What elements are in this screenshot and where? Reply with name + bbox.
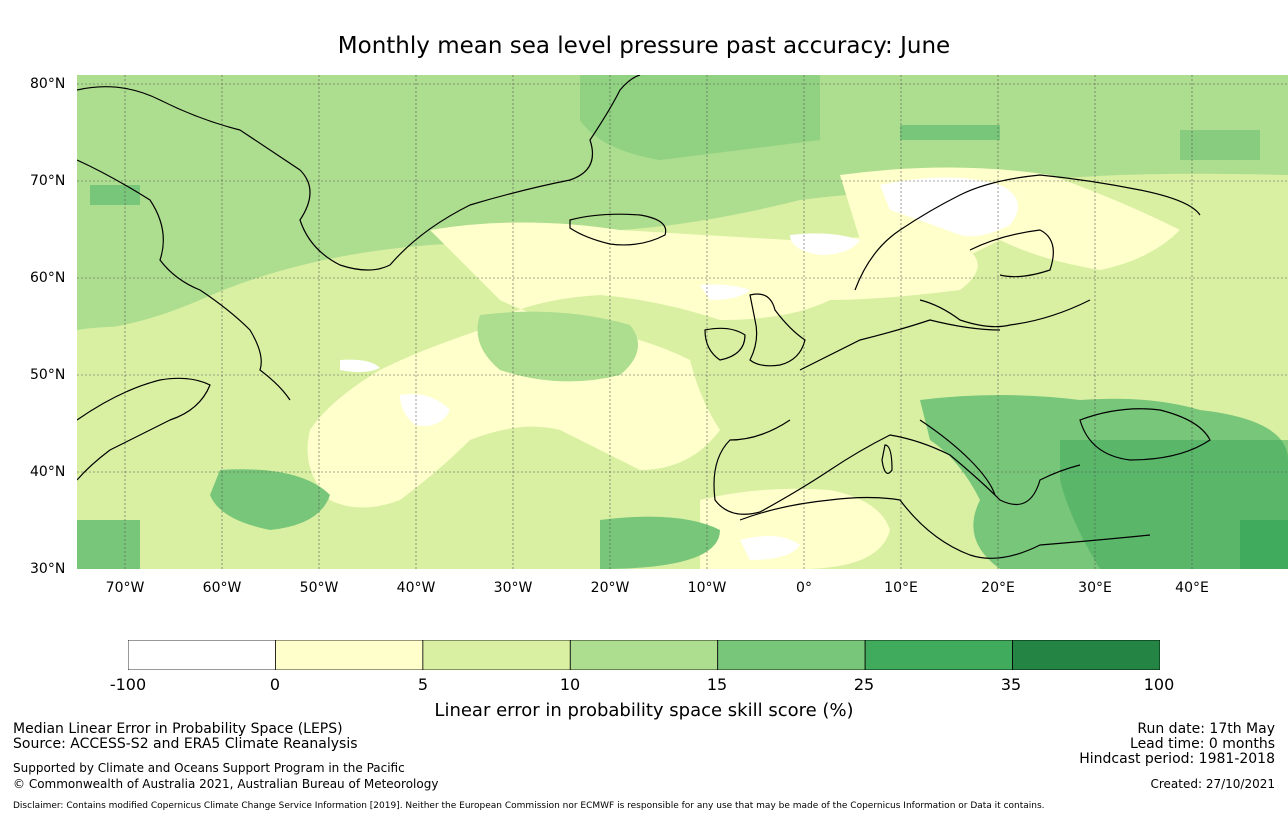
colorbar-segment-5 — [864, 640, 1013, 670]
lon-label-10w: 10°W — [687, 580, 727, 596]
lon-label-60w: 60°W — [202, 580, 242, 596]
footer-created: Created: 27/10/2021 — [1150, 777, 1275, 791]
lat-label-50n: 50°N — [30, 367, 66, 383]
lon-label-70w: 70°W — [105, 580, 145, 596]
colorbar-segment-4 — [717, 640, 866, 670]
lon-label-20e: 20°E — [981, 580, 1015, 596]
lon-label-30w: 30°W — [493, 580, 533, 596]
colorbar-segment-3 — [569, 640, 719, 670]
colorbar-segment-2 — [422, 640, 571, 670]
coastlines — [77, 75, 1211, 559]
colorbar-label-6: 35 — [1000, 675, 1022, 694]
colorbar-title: Linear error in probability space skill … — [434, 700, 854, 721]
lat-label-80n: 80°N — [30, 76, 66, 92]
colorbar-label-0: -100 — [109, 675, 147, 694]
colorbar-label-3: 10 — [559, 675, 581, 694]
colorbar-label-7: 100 — [1143, 675, 1175, 694]
footer-run-date: Run date: 17th May — [1137, 721, 1275, 737]
footer-support: Supported by Climate and Oceans Support … — [13, 761, 405, 775]
skill-score-map — [77, 75, 1288, 569]
lon-label-40w: 40°W — [396, 580, 436, 596]
lat-label-60n: 60°N — [30, 270, 66, 286]
footer-copyright: © Commonwealth of Australia 2021, Austra… — [13, 777, 439, 791]
footer-lead-time: Lead time: 0 months — [1130, 736, 1275, 752]
lat-label-30n: 30°N — [30, 561, 66, 577]
colorbar-label-4: 15 — [706, 675, 728, 694]
map-title: Monthly mean sea level pressure past acc… — [337, 33, 951, 59]
colorbar-label-5: 25 — [853, 675, 875, 694]
footer-hindcast: Hindcast period: 1981-2018 — [1079, 751, 1275, 767]
lon-label-0: 0° — [796, 580, 812, 596]
colorbar-label-1: 0 — [269, 675, 281, 694]
colorbar-segment-0 — [128, 640, 276, 670]
colorbar-segment-6 — [1012, 640, 1160, 670]
lon-label-10e: 10°E — [884, 580, 918, 596]
colorbar — [128, 640, 1160, 670]
lat-label-70n: 70°N — [30, 173, 66, 189]
lon-label-30e: 30°E — [1078, 580, 1112, 596]
lat-label-40n: 40°N — [30, 464, 66, 480]
colorbar-label-2: 5 — [417, 675, 429, 694]
lon-label-40e: 40°E — [1175, 580, 1209, 596]
footer-method: Median Linear Error in Probability Space… — [13, 721, 343, 737]
footer-disclaimer: Disclaimer: Contains modified Copernicus… — [13, 801, 1045, 811]
lon-label-20w: 20°W — [590, 580, 630, 596]
footer-source: Source: ACCESS-S2 and ERA5 Climate Reana… — [13, 736, 358, 752]
lon-label-50w: 50°W — [299, 580, 339, 596]
colorbar-segment-1 — [275, 640, 424, 670]
skill-field — [77, 75, 1288, 569]
